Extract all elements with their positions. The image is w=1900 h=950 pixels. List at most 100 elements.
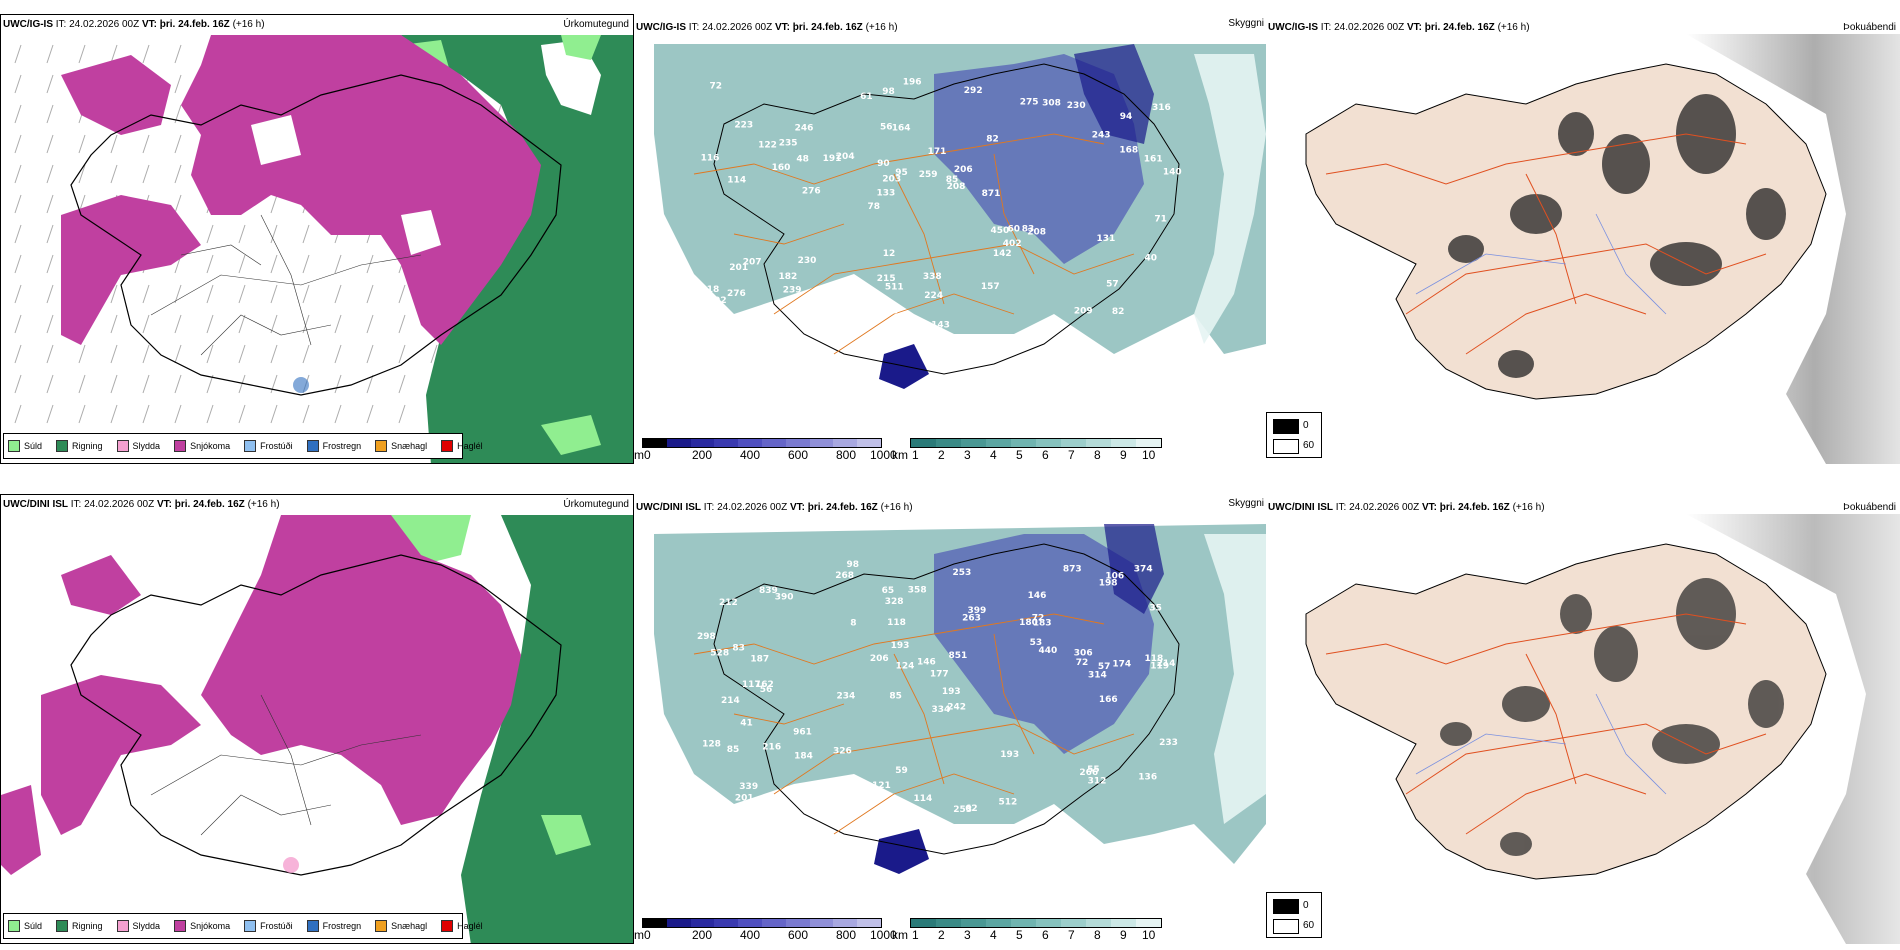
- cloud-base-label: 239: [783, 286, 802, 296]
- panel-type-label: Þokuábendi: [1843, 22, 1896, 33]
- legend-swatch-6: [375, 440, 388, 452]
- wind-barb: [174, 44, 182, 64]
- cloud-base-label: 56: [760, 685, 773, 695]
- cloud-base-label: 871: [982, 189, 1001, 199]
- cloud-base-label: 48: [796, 154, 809, 164]
- cloud-base-label: 71: [1154, 215, 1167, 225]
- wind-barb: [14, 164, 22, 184]
- cloud-base-label: 224: [924, 291, 943, 301]
- cloud-base-label: 253: [953, 568, 972, 578]
- cloud-base-label: 306: [1074, 649, 1093, 659]
- cloudbase-tick: 200: [692, 448, 713, 462]
- wind-barb: [206, 344, 214, 364]
- wind-barb: [270, 404, 278, 424]
- visibility-swatch-5: [1036, 439, 1061, 447]
- cloud-base-label: 253: [953, 805, 972, 815]
- cloud-base-label: 114: [914, 794, 933, 804]
- cloud-base-label: 216: [762, 743, 781, 753]
- visibility-tick: 10: [1142, 448, 1156, 462]
- cloud-base-label: 143: [931, 321, 950, 331]
- cloud-base-label: 74: [709, 320, 722, 330]
- cloud-base-label: 230: [1067, 101, 1086, 111]
- cloud-base-label: 206: [870, 654, 889, 664]
- legend-swatch-0: [8, 920, 20, 932]
- cloud-base-label: 223: [734, 121, 753, 131]
- legend-item: Rigning: [56, 440, 103, 452]
- wind-barb: [46, 164, 54, 184]
- wind-barb: [78, 344, 86, 364]
- visibility-swatch-4: [1011, 439, 1036, 447]
- cloud-base-label: 136: [1138, 773, 1157, 783]
- panel-title: UWC/DINI ISL IT: 24.02.2026 00Z VT: þri.…: [1268, 502, 1545, 513]
- wind-barb: [142, 44, 150, 64]
- wind-barb: [334, 254, 342, 274]
- cloudbase-swatch-7: [809, 919, 834, 927]
- visibility-tick: 5: [1016, 448, 1023, 462]
- wind-barb: [302, 344, 310, 364]
- cloud-base-label: 275: [1020, 98, 1039, 108]
- cloud-base-label: 166: [1099, 695, 1118, 705]
- fog-panel-bottom: UWC/DINI ISL IT: 24.02.2026 00Z VT: þri.…: [1266, 494, 1900, 944]
- cloud-base-label: 36: [829, 297, 842, 307]
- cloud-base-label: 78: [868, 202, 881, 212]
- cloud-base-label: 83: [1022, 225, 1035, 235]
- legend-swatch-7: [441, 920, 454, 932]
- cloud-base-label: 215: [877, 274, 896, 284]
- cloud-base-label: 41: [740, 718, 753, 728]
- cloudbase-swatch-5: [761, 439, 786, 447]
- cloud-base-label: 160: [772, 163, 791, 173]
- wind-barb: [46, 134, 54, 154]
- cloud-base-label: 358: [908, 585, 927, 595]
- wind-barb: [334, 314, 342, 334]
- visibility-swatch-1: [936, 919, 961, 927]
- cloud-base-label: 82: [986, 135, 999, 145]
- wind-barb: [142, 134, 150, 154]
- cloud-base-label: 314: [1088, 671, 1107, 681]
- cloud-visibility-panel-top: UWC/IG-IS IT: 24.02.2026 00Z VT: þri. 24…: [634, 14, 1266, 464]
- cloud-base-label: 390: [775, 593, 794, 603]
- wind-barb: [302, 314, 310, 334]
- cloud-base-label: 121: [872, 781, 891, 791]
- cloud-base-label: 450: [991, 226, 1010, 236]
- panel-type-label: Úrkomutegund: [563, 499, 629, 510]
- cloud-base-label: 142: [993, 249, 1012, 259]
- cloud-base-label: 95: [895, 168, 908, 178]
- visibility-swatch-9: [1136, 439, 1161, 447]
- wind-barb: [238, 314, 246, 334]
- wind-barb: [270, 224, 278, 244]
- cloudbase-swatch-4: [738, 439, 762, 447]
- wind-barb: [334, 374, 342, 394]
- cloud-base-label: 214: [1157, 659, 1176, 669]
- cloud-base-label: 35: [1149, 604, 1162, 614]
- wind-barb: [270, 374, 278, 394]
- legend-item: Frostregn: [306, 440, 361, 452]
- cloudbase-swatch-3: [714, 439, 739, 447]
- visibility-tick: 8: [1094, 448, 1101, 462]
- precip-legend: Súld Rigning Slydda Snjókoma Frostúði Fr…: [3, 433, 483, 459]
- cloud-base-label: 399: [968, 606, 987, 616]
- cloud-base-label: 187: [750, 655, 769, 665]
- cloudbase-tick: 0: [644, 448, 651, 462]
- wind-barb: [78, 44, 86, 64]
- cloud-base-label: 106: [1105, 572, 1124, 582]
- visibility-tick: 2: [938, 448, 945, 462]
- visibility-tick: 10: [1142, 928, 1156, 942]
- wind-barb: [174, 194, 182, 214]
- wind-barb: [142, 164, 150, 184]
- wind-barb: [110, 404, 118, 424]
- wind-barb: [46, 404, 54, 424]
- cloud-base-label: 12: [883, 249, 896, 259]
- cloudbase-swatch-1: [666, 439, 691, 447]
- cloud-base-label: 195: [750, 324, 769, 334]
- visibility-tick: 6: [1042, 448, 1049, 462]
- legend-item: Snjókoma: [174, 920, 230, 932]
- wind-barb: [174, 374, 182, 394]
- visibility-tick: 3: [964, 448, 971, 462]
- cloudbase-swatch-0: [643, 439, 667, 447]
- cloud-base-label: 316: [1152, 103, 1171, 113]
- wind-barb: [14, 374, 22, 394]
- wind-barb: [270, 254, 278, 274]
- visibility-swatch-6: [1061, 439, 1086, 447]
- cloud-base-label: 168: [1119, 146, 1138, 156]
- cloud-base-label: 207: [743, 258, 762, 268]
